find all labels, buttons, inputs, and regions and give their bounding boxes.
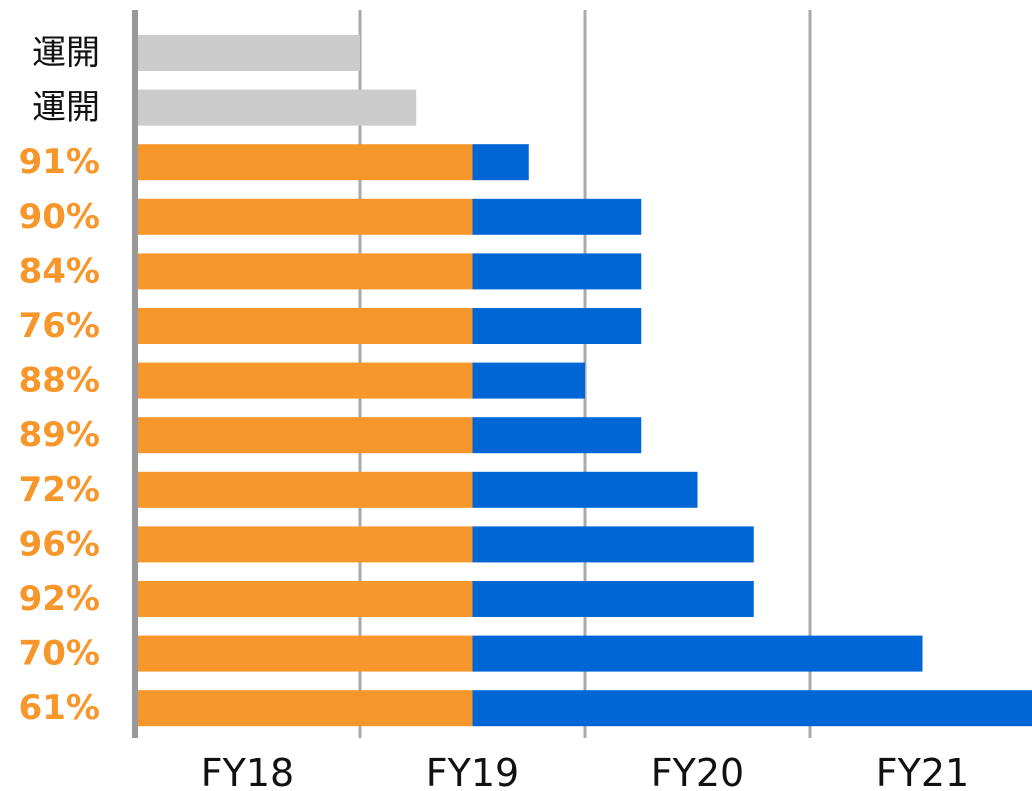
bar-segment-orange [135,308,473,344]
bar-segment-orange [135,581,473,617]
x-tick-label: FY19 [426,751,519,791]
bar-segment-orange [135,253,473,290]
bar-segment-blue [472,198,642,235]
row-label: 96% [19,524,100,564]
bars [135,35,1032,727]
x-tick-label: FY18 [201,751,294,791]
bar-segment-blue [472,144,529,181]
bar-segment-blue [472,581,754,617]
bar-segment-orange [135,635,473,672]
bar-segment-blue [472,417,642,454]
row-label: 運開 [32,88,100,128]
row-label: 92% [19,579,100,619]
row-label: 76% [19,306,100,346]
row-label: 88% [19,361,100,401]
row-label: 91% [19,142,100,182]
bar-segment-orange [135,471,473,508]
x-tick-label: FY21 [876,751,969,791]
row-label: 運開 [32,33,100,73]
bar-segment-blue [472,635,923,672]
row-label: 70% [19,634,100,674]
bar-segment-gray-bar [135,89,417,126]
x-tick-label: FY20 [651,751,744,791]
x-tick-labels: FY18 FY19 FY20 FY21 [201,751,969,791]
row-label: 90% [19,197,100,237]
row-label: 61% [19,688,100,728]
bar-segment-blue [472,362,585,399]
bar-segment-gray-bar [135,35,360,71]
bar-segment-orange [135,526,473,563]
row-label: 89% [19,415,100,455]
bar-segment-orange [135,198,473,235]
bar-segment-orange [135,417,473,454]
bar-segment-blue [472,253,642,290]
row-label: 84% [19,251,100,291]
bar-segment-blue [472,526,754,563]
bar-segment-orange [135,362,473,399]
row-label: 72% [19,470,100,510]
bar-segment-orange [135,144,473,181]
bar-segment-orange [135,690,473,727]
bar-segment-blue [472,690,1032,727]
bar-segment-blue [472,308,642,344]
bar-segment-blue [472,471,698,508]
